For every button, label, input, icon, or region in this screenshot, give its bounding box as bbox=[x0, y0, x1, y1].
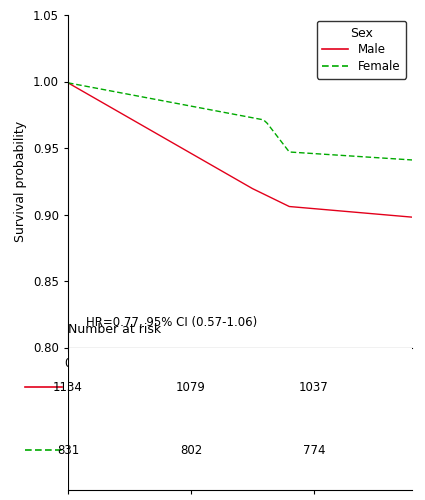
Text: 1079: 1079 bbox=[176, 381, 206, 394]
Text: 1037: 1037 bbox=[299, 381, 329, 394]
Female bbox=[324, 152, 329, 158]
Male bbox=[80, 88, 85, 94]
Text: HR=0.77, 95% CI (0.57-1.06): HR=0.77, 95% CI (0.57-1.06) bbox=[86, 316, 258, 329]
Text: 802: 802 bbox=[180, 444, 202, 456]
X-axis label: Days after ICU admission (days): Days after ICU admission (days) bbox=[139, 375, 341, 388]
Female bbox=[301, 150, 306, 156]
Male bbox=[128, 116, 133, 122]
Male bbox=[320, 206, 325, 212]
Y-axis label: Survival probability: Survival probability bbox=[14, 120, 28, 242]
Male bbox=[65, 80, 71, 86]
Text: 774: 774 bbox=[303, 444, 325, 456]
Female bbox=[128, 92, 133, 98]
Male bbox=[324, 206, 329, 212]
Text: 831: 831 bbox=[57, 444, 79, 456]
Text: Number at risk: Number at risk bbox=[68, 323, 161, 336]
Female bbox=[320, 151, 325, 157]
Line: Female: Female bbox=[68, 83, 412, 160]
Text: 1134: 1134 bbox=[53, 381, 83, 394]
Male bbox=[410, 214, 415, 220]
Male bbox=[309, 206, 314, 212]
Line: Male: Male bbox=[68, 83, 412, 217]
Female bbox=[80, 82, 85, 88]
Male bbox=[301, 205, 306, 211]
Legend: Male, Female: Male, Female bbox=[317, 21, 406, 79]
Female bbox=[309, 150, 314, 156]
Female bbox=[65, 80, 71, 86]
Female bbox=[410, 157, 415, 163]
